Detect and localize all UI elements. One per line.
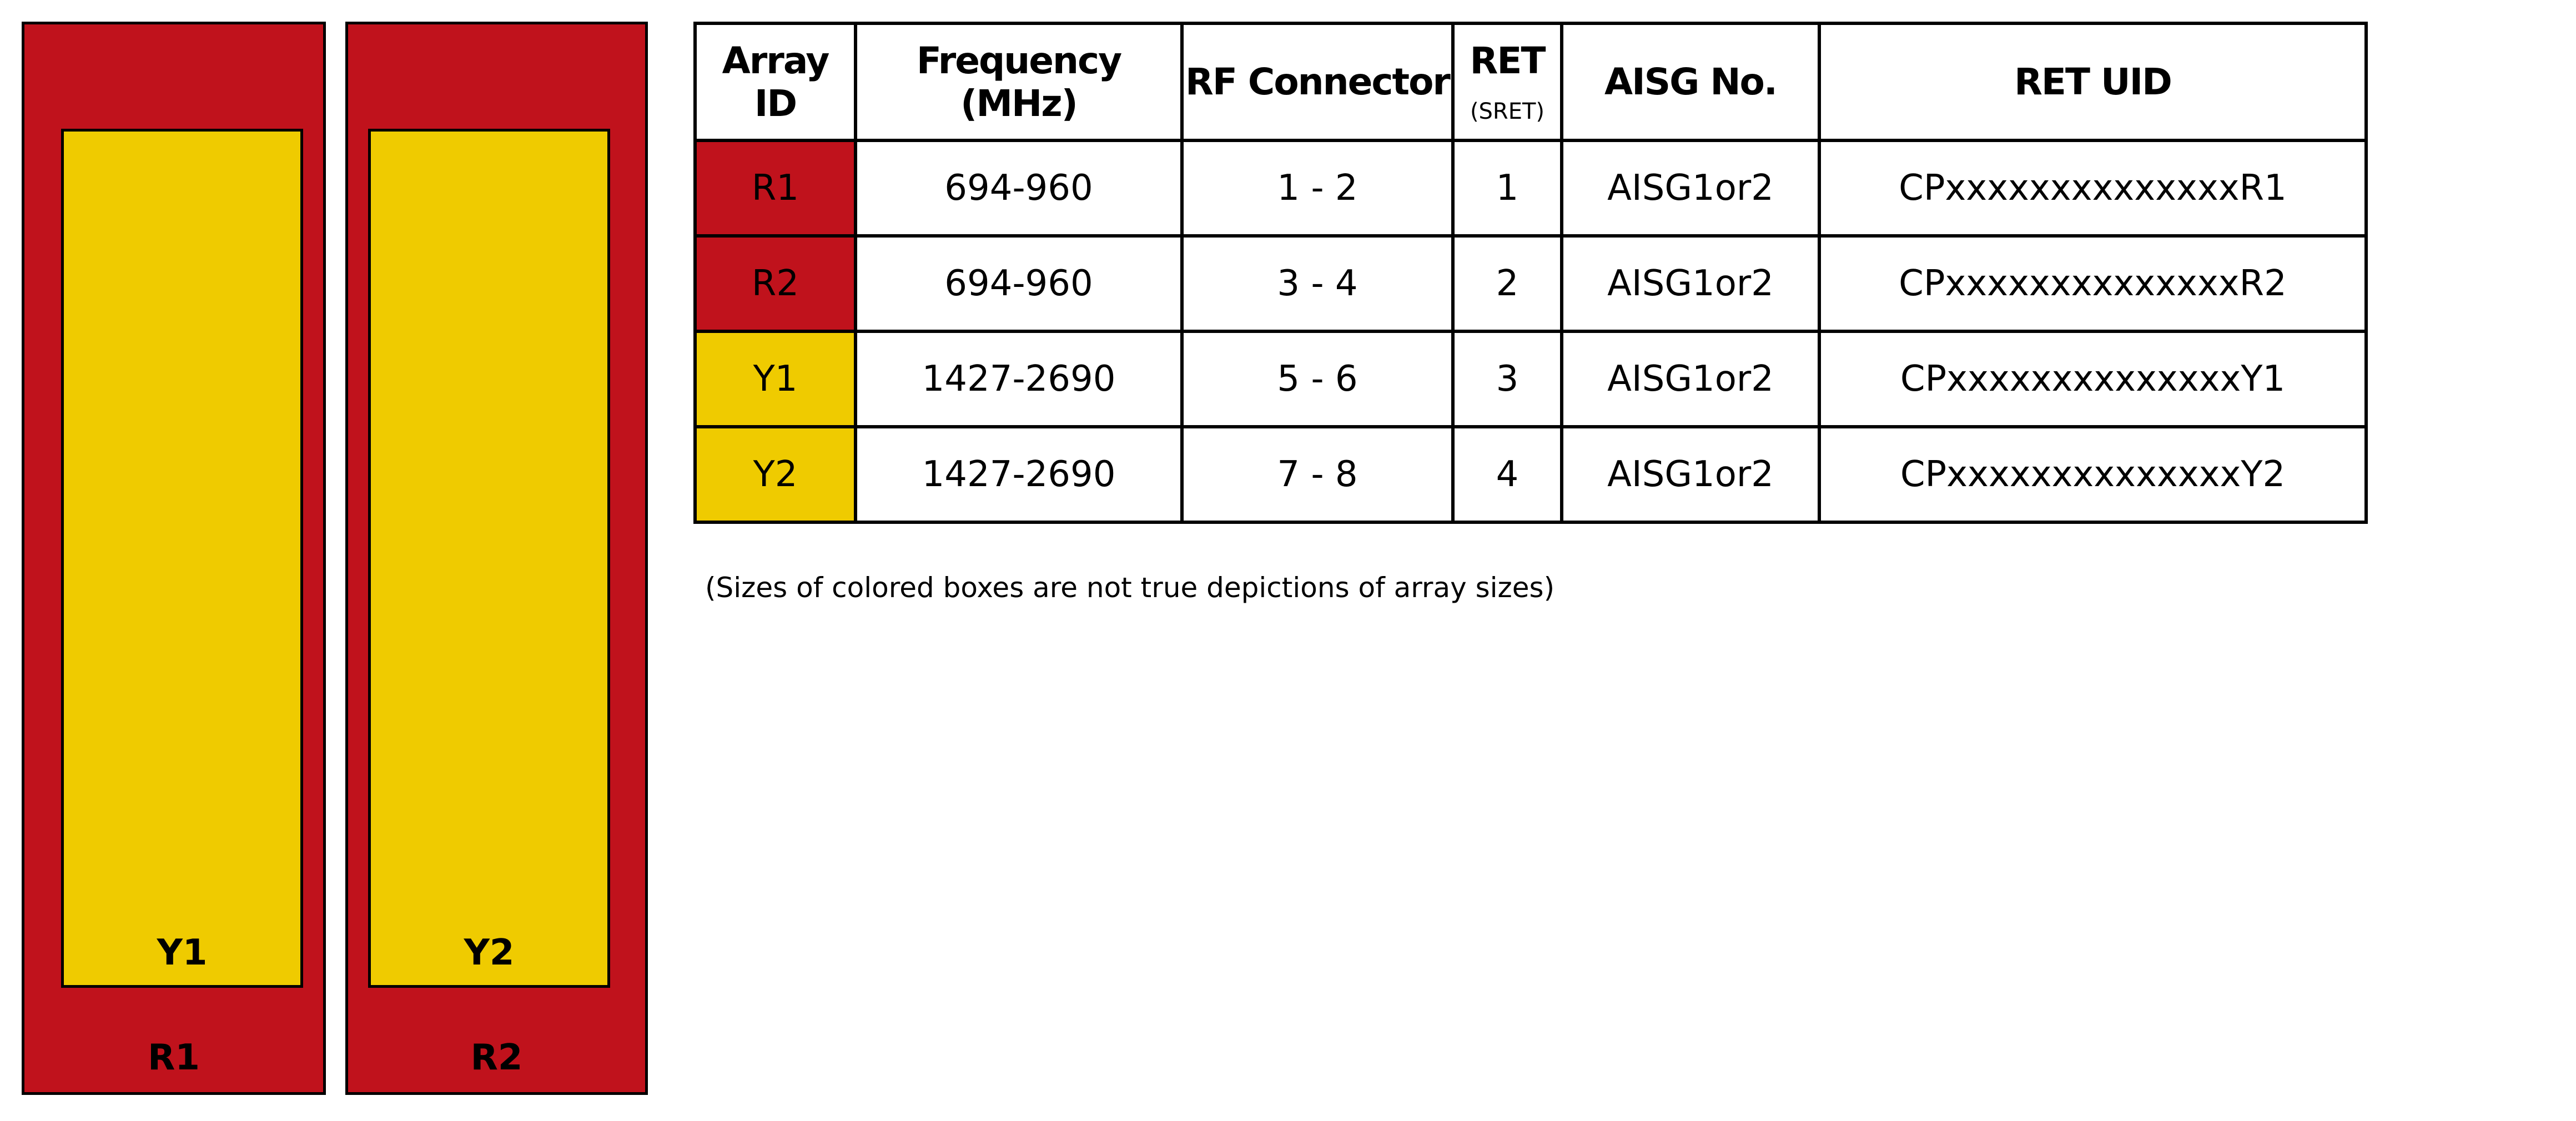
array-y2-label: Y2	[464, 932, 515, 973]
header-ret-sub: (SRET)	[1470, 99, 1545, 124]
header-rf-connector: RF Connector	[1180, 22, 1455, 142]
array-r2-box: Y2 R2	[345, 22, 648, 1095]
footnote: (Sizes of colored boxes are not true dep…	[705, 572, 1555, 604]
header-ret-label: RET	[1470, 39, 1546, 82]
cell-ret-uid: CPxxxxxxxxxxxxxxY2	[1818, 425, 2368, 524]
header-ret-uid: RET UID	[1818, 22, 2368, 142]
array-r1-box: Y1 R1	[22, 22, 326, 1095]
cell-frequency: 694-960	[854, 139, 1184, 238]
header-array-id: Array ID	[693, 22, 857, 142]
cell-aisg: AISG1or2	[1560, 139, 1821, 238]
cell-ret: 4	[1451, 425, 1563, 524]
array-r1-label: R1	[148, 1037, 200, 1078]
array-table: Array ID Frequency (MHz) RF Connector RE…	[693, 22, 2368, 524]
array-y2-box: Y2	[368, 129, 610, 988]
cell-aisg: AISG1or2	[1560, 330, 1821, 428]
cell-ret-uid: CPxxxxxxxxxxxxxxR2	[1818, 234, 2368, 333]
array-y1-label: Y1	[157, 932, 208, 973]
header-aisg: AISG No.	[1560, 22, 1821, 142]
cell-frequency: 1427-2690	[854, 330, 1184, 428]
cell-rf-connector: 3 - 4	[1180, 234, 1455, 333]
cell-frequency: 1427-2690	[854, 425, 1184, 524]
table-row: R2 694-960 3 - 4 2 AISG1or2 CPxxxxxxxxxxxxxxR…	[693, 234, 2368, 333]
table-row: Y2 1427-2690 7 - 8 4 AISG1or2 CPxxxxxxxxxxxxx…	[693, 425, 2368, 524]
cell-rf-connector: 1 - 2	[1180, 139, 1455, 238]
header-frequency: Frequency (MHz)	[854, 22, 1184, 142]
cell-ret-uid: CPxxxxxxxxxxxxxxY1	[1818, 330, 2368, 428]
cell-ret: 2	[1451, 234, 1563, 333]
cell-ret-uid: CPxxxxxxxxxxxxxxR1	[1818, 139, 2368, 238]
cell-ret: 1	[1451, 139, 1563, 238]
array-y1-box: Y1	[61, 129, 303, 988]
cell-rf-connector: 7 - 8	[1180, 425, 1455, 524]
table-header-row: Array ID Frequency (MHz) RF Connector RE…	[693, 22, 2368, 142]
array-r2-label: R2	[470, 1037, 523, 1078]
cell-rf-connector: 5 - 6	[1180, 330, 1455, 428]
cell-array-id: R2	[693, 234, 857, 333]
cell-array-id: Y1	[693, 330, 857, 428]
cell-aisg: AISG1or2	[1560, 425, 1821, 524]
cell-array-id: Y2	[693, 425, 857, 524]
table-row: R1 694-960 1 - 2 1 AISG1or2 CPxxxxxxxxxxxxxxR…	[693, 139, 2368, 238]
cell-frequency: 694-960	[854, 234, 1184, 333]
cell-array-id: R1	[693, 139, 857, 238]
cell-aisg: AISG1or2	[1560, 234, 1821, 333]
cell-ret: 3	[1451, 330, 1563, 428]
header-ret: RET (SRET)	[1451, 22, 1563, 142]
table-row: Y1 1427-2690 5 - 6 3 AISG1or2 CPxxxxxxxxxxxxx…	[693, 330, 2368, 428]
